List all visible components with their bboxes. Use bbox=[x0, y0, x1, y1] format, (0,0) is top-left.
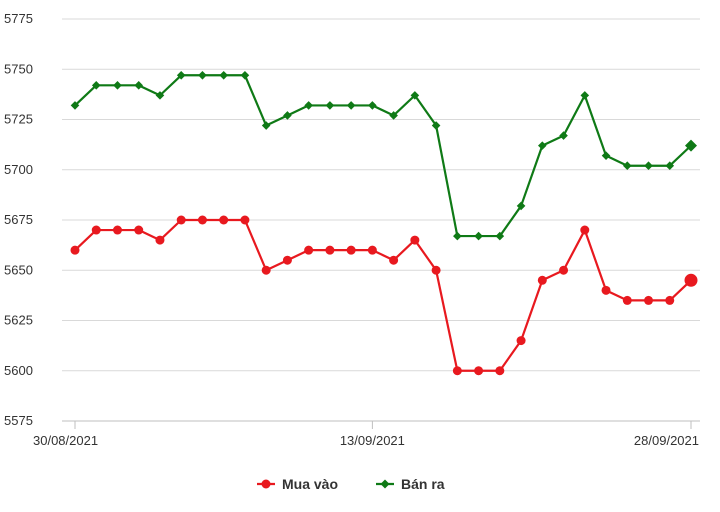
data-point[interactable] bbox=[261, 265, 271, 275]
y-tick-label: 5675 bbox=[4, 212, 33, 227]
data-point[interactable] bbox=[240, 70, 250, 80]
data-point[interactable] bbox=[325, 101, 335, 110]
data-point[interactable] bbox=[665, 161, 675, 171]
data-point[interactable] bbox=[91, 225, 101, 235]
series-line bbox=[74, 218, 692, 372]
data-point[interactable] bbox=[684, 273, 698, 287]
data-point[interactable] bbox=[197, 215, 207, 225]
data-point[interactable] bbox=[601, 285, 611, 295]
legend-item-mua-vao[interactable]: Mua vào bbox=[257, 476, 338, 492]
data-point[interactable] bbox=[495, 231, 505, 241]
series-mua-vao bbox=[70, 215, 698, 376]
data-point[interactable] bbox=[112, 225, 122, 235]
data-point[interactable] bbox=[367, 245, 377, 255]
data-point[interactable] bbox=[240, 215, 250, 225]
data-point[interactable] bbox=[537, 275, 547, 285]
data-point[interactable] bbox=[516, 336, 526, 346]
y-tick-label: 5725 bbox=[4, 112, 33, 127]
data-point[interactable] bbox=[368, 101, 377, 110]
data-point[interactable] bbox=[644, 161, 653, 171]
data-point[interactable] bbox=[580, 91, 590, 100]
data-point[interactable] bbox=[389, 111, 398, 120]
legend-marker-icon bbox=[380, 479, 390, 489]
data-point[interactable] bbox=[134, 81, 144, 90]
y-tick-label: 5750 bbox=[4, 61, 33, 76]
data-point[interactable] bbox=[325, 245, 335, 255]
data-point[interactable] bbox=[282, 255, 292, 265]
data-point[interactable] bbox=[622, 161, 632, 171]
data-point[interactable] bbox=[134, 225, 144, 235]
legend-marker-icon bbox=[261, 479, 271, 489]
data-point[interactable] bbox=[685, 139, 697, 152]
axes: 5575 5600 5625 5650 5675 5700 5725 5750 5775 30/0… bbox=[4, 11, 700, 448]
y-tick-label: 5775 bbox=[4, 11, 33, 26]
data-point[interactable] bbox=[155, 235, 165, 245]
y-tick-label: 5700 bbox=[4, 162, 33, 177]
data-point[interactable] bbox=[346, 245, 356, 255]
data-point[interactable] bbox=[474, 231, 483, 241]
legend-item-ban-ra[interactable]: Bán ra bbox=[376, 476, 445, 492]
grid-lines bbox=[62, 18, 700, 422]
series-layer bbox=[70, 70, 698, 376]
data-point[interactable] bbox=[453, 231, 462, 241]
y-tick-label: 5625 bbox=[4, 313, 33, 328]
data-point[interactable] bbox=[431, 265, 441, 275]
data-point[interactable] bbox=[495, 366, 505, 376]
series-line bbox=[74, 74, 692, 238]
data-point[interactable] bbox=[474, 366, 484, 376]
data-point[interactable] bbox=[346, 101, 356, 110]
data-point[interactable] bbox=[261, 121, 271, 130]
data-point[interactable] bbox=[665, 295, 675, 305]
data-point[interactable] bbox=[91, 81, 101, 90]
x-tick-label: 13/09/2021 bbox=[340, 433, 405, 448]
data-point[interactable] bbox=[304, 101, 313, 110]
y-tick-label: 5650 bbox=[4, 262, 33, 277]
x-tick-label: 30/08/2021 bbox=[33, 433, 98, 448]
data-point[interactable] bbox=[155, 91, 165, 100]
data-point[interactable] bbox=[431, 121, 441, 130]
data-point[interactable] bbox=[410, 91, 420, 100]
data-point[interactable] bbox=[538, 141, 547, 150]
data-point[interactable] bbox=[389, 255, 399, 265]
data-point[interactable] bbox=[304, 245, 314, 255]
legend[interactable]: Mua vào Bán ra bbox=[257, 476, 445, 492]
x-tick-label: 28/09/2021 bbox=[634, 433, 699, 448]
data-point[interactable] bbox=[176, 215, 186, 225]
data-point[interactable] bbox=[644, 295, 654, 305]
data-point[interactable] bbox=[70, 101, 80, 110]
data-point[interactable] bbox=[70, 245, 80, 255]
data-point[interactable] bbox=[622, 295, 632, 305]
y-tick-label: 5575 bbox=[4, 413, 33, 428]
data-point[interactable] bbox=[113, 81, 122, 90]
data-point[interactable] bbox=[176, 70, 186, 80]
data-point[interactable] bbox=[559, 265, 569, 275]
y-tick-label: 5600 bbox=[4, 363, 33, 378]
series-ban-ra bbox=[70, 70, 697, 241]
data-point[interactable] bbox=[219, 215, 229, 225]
data-point[interactable] bbox=[410, 235, 420, 245]
data-point[interactable] bbox=[283, 111, 292, 120]
data-point[interactable] bbox=[198, 70, 207, 80]
data-point[interactable] bbox=[559, 131, 568, 140]
data-point[interactable] bbox=[452, 366, 462, 376]
data-point[interactable] bbox=[580, 225, 590, 235]
data-point[interactable] bbox=[516, 201, 526, 211]
data-point[interactable] bbox=[601, 151, 611, 160]
legend-label: Bán ra bbox=[401, 476, 445, 492]
data-point[interactable] bbox=[219, 70, 228, 80]
legend-label: Mua vào bbox=[282, 476, 338, 492]
